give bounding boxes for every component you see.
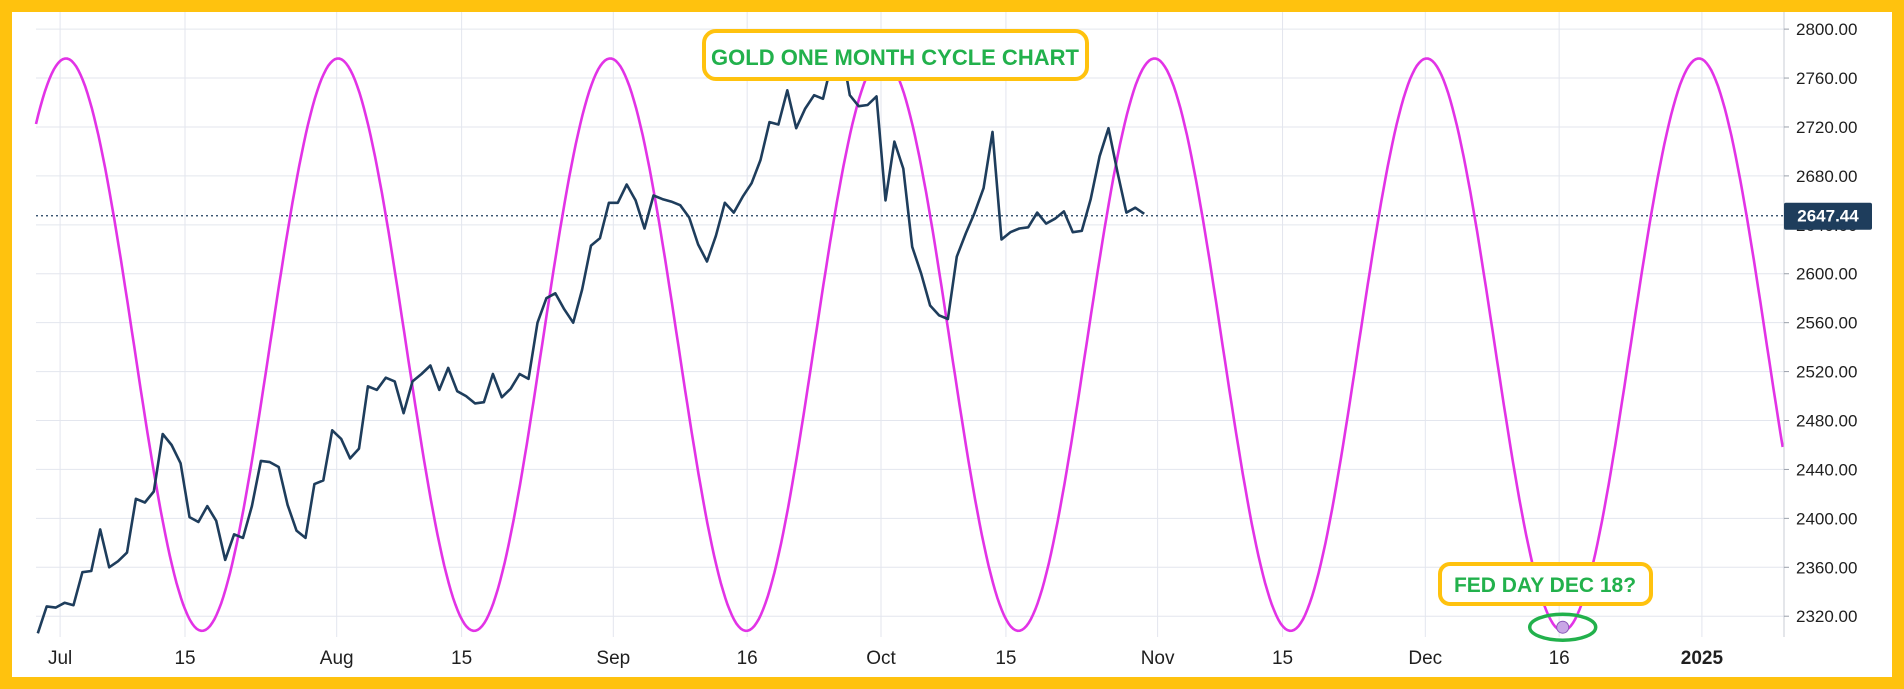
x-tick-label: Nov bbox=[1141, 648, 1175, 669]
x-axis-ticks: Jul 15 Aug 15 Sep 16 Oct 15 Nov 15 Dec 16 2025 bbox=[48, 648, 1724, 669]
x-tick-label: 15 bbox=[451, 648, 472, 669]
x-tick-label: Dec bbox=[1408, 648, 1442, 669]
y-tick-label: 2560.00 bbox=[1796, 314, 1857, 333]
fed-day-point bbox=[1556, 620, 1570, 634]
fed-day-box bbox=[1438, 562, 1653, 606]
x-tick-label: 15 bbox=[174, 648, 195, 669]
current-price-tag-label: 2647.44 bbox=[1797, 207, 1859, 226]
gold-price-series-line bbox=[36, 42, 1145, 634]
chart-title: GOLD ONE MONTH CYCLE CHART bbox=[711, 45, 1079, 70]
y-tick-label: 2320.00 bbox=[1796, 607, 1857, 626]
grid-lines bbox=[36, 12, 1784, 637]
x-tick-label: 15 bbox=[1272, 648, 1293, 669]
y-tick-label: 2360.00 bbox=[1796, 558, 1857, 577]
x-tick-label: Jul bbox=[48, 648, 72, 669]
fed-day-highlight-ellipse bbox=[1527, 612, 1598, 642]
x-tick-label: Sep bbox=[596, 648, 630, 669]
x-tick-label: Oct bbox=[866, 648, 896, 669]
y-tick-label: 2440.00 bbox=[1796, 460, 1857, 479]
x-tick-label: Aug bbox=[320, 648, 354, 669]
y-tick-label: 2680.00 bbox=[1796, 167, 1857, 186]
y-tick-label: 2520.00 bbox=[1796, 363, 1857, 382]
y-tick-label: 2600.00 bbox=[1796, 265, 1857, 284]
current-price-tag: 2647.44 bbox=[1784, 202, 1872, 230]
y-tick-label: 2480.00 bbox=[1796, 412, 1857, 431]
x-tick-label: 15 bbox=[995, 648, 1016, 669]
x-tick-label: 2025 bbox=[1681, 648, 1724, 669]
fed-day-label: FED DAY DEC 18? bbox=[1454, 574, 1636, 597]
chart-title-callout: GOLD ONE MONTH CYCLE CHART bbox=[702, 29, 1089, 81]
chart-title-box bbox=[702, 29, 1089, 81]
y-tick-label: 2800.00 bbox=[1796, 20, 1857, 39]
y-tick-label: 2720.00 bbox=[1796, 118, 1857, 137]
fed-day-callout: FED DAY DEC 18? bbox=[1438, 562, 1653, 606]
y-tick-label: 2760.00 bbox=[1796, 69, 1857, 88]
y-axis-ticks: 2800.002760.002720.002680.002640.002600.… bbox=[1784, 20, 1857, 626]
x-tick-label: 16 bbox=[737, 648, 758, 669]
y-tick-label: 2400.00 bbox=[1796, 509, 1857, 528]
x-tick-label: 16 bbox=[1549, 648, 1570, 669]
current-price-tag-box bbox=[1784, 202, 1872, 230]
cycle-series-line bbox=[34, 57, 1784, 633]
